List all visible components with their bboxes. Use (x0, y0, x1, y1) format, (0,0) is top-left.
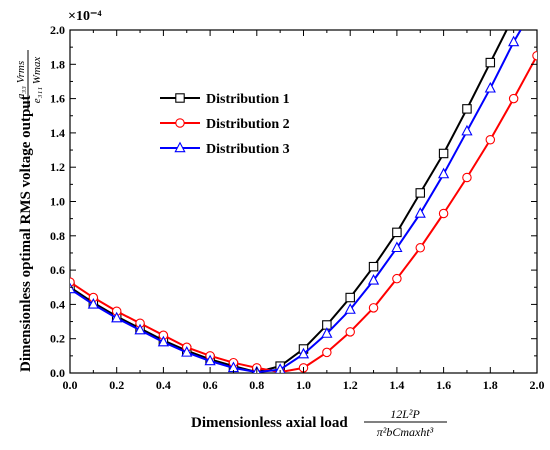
data-point (437, 167, 450, 179)
data-point (345, 327, 355, 337)
y-tick-label: 1.6 (50, 92, 65, 106)
legend-label: Distribution 1 (206, 92, 290, 107)
data-point (70, 282, 76, 294)
x-tick-label: 0.4 (156, 378, 171, 392)
y-tick-label: 0.4 (50, 297, 65, 311)
data-point (181, 346, 193, 357)
legend-marker (175, 118, 185, 128)
data-point (485, 135, 496, 145)
data-point (297, 347, 310, 359)
legend-item-1: Distribution 1 (160, 92, 290, 107)
legend: Distribution 1 Distribution 2 Distribution… (160, 92, 290, 157)
data-point (392, 273, 402, 284)
x-tick-label: 1.2 (343, 378, 358, 392)
y-tick-label: 0.0 (50, 366, 65, 380)
x-tick-label: 0.6 (203, 378, 218, 392)
data-point (508, 35, 520, 47)
data-point (392, 227, 402, 238)
data-point (344, 303, 356, 314)
data-point (462, 172, 472, 183)
x-tick-label: 1.8 (483, 378, 498, 392)
data-point (391, 241, 403, 253)
data-point (461, 124, 473, 136)
x-tick-label: 1.4 (389, 378, 404, 392)
data-point (438, 208, 449, 219)
data-point (414, 207, 426, 218)
data-point (532, 50, 537, 61)
legend-marker (175, 93, 185, 103)
series-3 (70, 30, 522, 373)
x-tick-label: 0.2 (109, 378, 124, 392)
data-point (368, 303, 379, 313)
x-axis-formula: 12L²P π²bCmaxht³ (364, 407, 447, 439)
legend-label: Distribution 3 (206, 142, 290, 157)
y-tick-label: 1.0 (50, 195, 65, 209)
legend-item-3: Distribution 3 (160, 141, 290, 157)
y-axis-title: Dimensionless optimal RMS voltage output (18, 95, 34, 372)
data-point (111, 311, 123, 323)
y-tick-label: 0.8 (50, 229, 65, 243)
axes-layer: 0.0 0.2 0.4 0.6 0.8 1.0 1.2 1.4 1.6 1.8 2.0 0.0 0.2 0… (50, 23, 545, 392)
x-tick-label: 0.8 (249, 378, 264, 392)
data-point (322, 347, 332, 358)
data-point (367, 274, 380, 285)
legend-item-2: Distribution 2 (160, 117, 290, 132)
data-point (321, 327, 333, 338)
data-point (204, 354, 216, 366)
series-1 (70, 30, 508, 373)
y-tick-label: 1.8 (50, 57, 65, 71)
data-point (134, 323, 146, 335)
y-formula-denominator: e₃₁₁ Wmax (31, 57, 43, 104)
y-tick-label: 1.4 (50, 126, 65, 140)
x-tick-label: 1.6 (436, 378, 451, 392)
y-axis-formula: a₃₃ Vrms e₃₁₁ Wmax (15, 50, 43, 110)
x-tick-label: 2.0 (530, 378, 545, 392)
legend-label: Distribution 2 (206, 117, 290, 132)
x-tick-label: 0.0 (63, 378, 78, 392)
data-point (274, 363, 286, 373)
data-point (438, 148, 449, 159)
data-point (462, 104, 472, 114)
x-formula-numerator: 12L²P (390, 407, 420, 421)
series-2 (70, 50, 537, 373)
x-axis-title: Dimensionless axial load (191, 415, 348, 431)
data-point (87, 298, 99, 309)
data-point (368, 261, 379, 272)
series-layer (70, 30, 537, 373)
data-point (345, 292, 355, 303)
y-formula-numerator: a₃₃ Vrms (15, 61, 27, 99)
y-tick-label: 2.0 (50, 23, 65, 37)
x-formula-denominator: π²bCmaxht³ (377, 425, 434, 439)
legend-marker (174, 141, 186, 153)
data-point (415, 188, 425, 198)
y-axis-multiplier: ×10⁻⁴ (68, 9, 102, 24)
data-point (508, 93, 519, 104)
x-tick-label: 1.0 (296, 378, 311, 392)
y-tick-label: 1.2 (50, 160, 65, 174)
data-point (484, 81, 496, 93)
data-point (415, 243, 425, 253)
y-tick-label: 0.2 (50, 332, 65, 346)
y-tick-label: 0.6 (50, 263, 65, 277)
data-point (485, 57, 496, 68)
data-point (157, 335, 170, 347)
